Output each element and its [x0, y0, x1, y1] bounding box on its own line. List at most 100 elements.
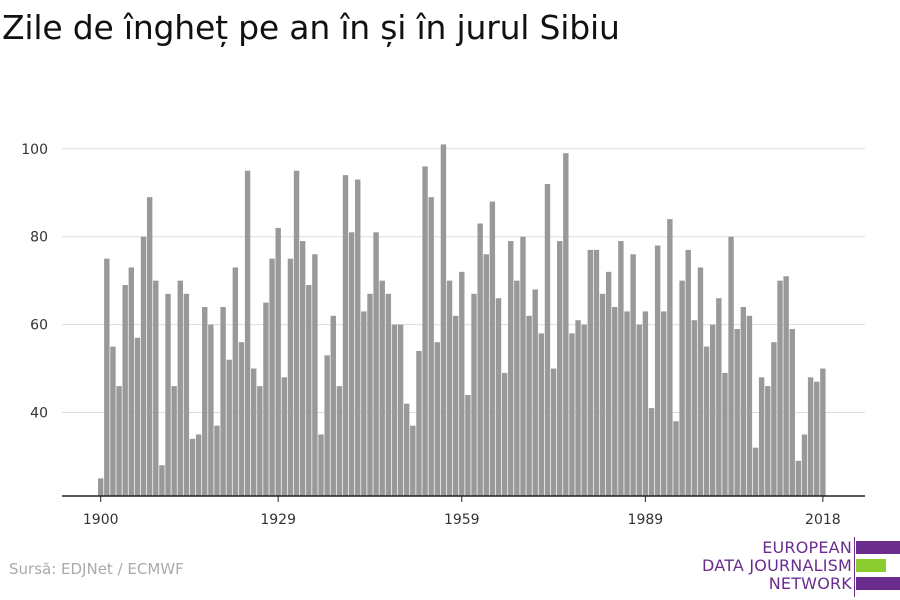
bar: [257, 386, 263, 496]
bar: [251, 368, 257, 496]
bar: [599, 293, 606, 496]
bar: [244, 170, 251, 496]
bar: [348, 232, 355, 497]
bar: [575, 320, 581, 496]
logo-bar-green: [856, 559, 886, 572]
bar: [820, 368, 826, 496]
bar: [661, 311, 667, 496]
bar: [544, 183, 551, 496]
bar: [177, 280, 183, 496]
bar: [495, 298, 502, 496]
bar: [287, 258, 294, 496]
bar: [532, 289, 538, 496]
bar: [238, 342, 245, 496]
bar: [526, 315, 532, 496]
bar: [679, 280, 685, 496]
bar: [269, 258, 275, 496]
logo-divider: [854, 537, 855, 597]
bar: [208, 324, 214, 496]
bar: [171, 386, 177, 496]
bar: [165, 293, 171, 496]
bar: [195, 434, 202, 496]
logo-text-line3: NETWORK: [768, 574, 852, 593]
bar: [783, 276, 789, 496]
bar: [202, 307, 208, 496]
bar: [612, 307, 618, 496]
bar: [550, 368, 557, 496]
bar: [605, 271, 612, 496]
bar: [771, 342, 777, 496]
bar: [183, 293, 190, 496]
bar: [397, 324, 404, 496]
bar: [367, 293, 373, 496]
bar: [734, 328, 740, 496]
bar: [446, 280, 453, 496]
bar: [312, 254, 318, 496]
bar: [385, 293, 392, 496]
bar: [740, 307, 746, 496]
bar: [263, 302, 269, 496]
bar: [306, 285, 312, 496]
bar: [722, 372, 728, 496]
bar: [361, 311, 367, 496]
bar: [379, 280, 385, 496]
y-tick-label: 60: [30, 318, 48, 334]
logo-text-line2: DATA JOURNALISM: [702, 556, 852, 575]
bar: [471, 293, 477, 496]
bar: [275, 227, 281, 496]
bar: [728, 236, 734, 496]
bar: [483, 254, 489, 496]
y-axis-ticks: 40 60 80 100: [21, 142, 48, 422]
bar: [746, 315, 753, 496]
bar: [293, 170, 300, 496]
chart-title: Zile de îngheț pe an în și în jurul Sibi…: [2, 8, 620, 47]
bar: [593, 249, 600, 496]
bar: [391, 324, 398, 496]
bar: [636, 324, 642, 496]
bar: [685, 249, 691, 496]
bar: [422, 166, 428, 496]
bar: [116, 386, 122, 496]
bar: [624, 311, 630, 496]
bar: [777, 280, 783, 496]
bar: [697, 267, 704, 496]
x-tick-label: 1959: [444, 512, 480, 528]
bar: [324, 355, 330, 496]
bar: [122, 285, 128, 496]
x-tick-label: 1929: [260, 512, 296, 528]
bar: [134, 337, 141, 496]
edjnet-logo: EUROPEAN DATA JOURNALISM NETWORK: [700, 537, 900, 597]
bar: [404, 403, 410, 496]
bar: [189, 438, 196, 496]
bar: [355, 179, 361, 496]
bar: [128, 267, 134, 496]
x-tick-label: 1989: [628, 512, 664, 528]
bar: [514, 280, 520, 496]
bar: [648, 408, 655, 496]
bar: [789, 328, 795, 496]
y-tick-label: 40: [30, 405, 48, 421]
bar: [477, 223, 483, 496]
bar: [618, 241, 624, 496]
bar: [765, 386, 771, 496]
bar: [281, 377, 287, 496]
logo-bar-purple-top: [856, 541, 900, 554]
bar: [98, 478, 104, 496]
bar: [153, 280, 159, 496]
bar: [752, 447, 759, 496]
bar: [159, 465, 165, 496]
bar: [434, 342, 440, 496]
bar: [226, 359, 232, 496]
bar: [501, 372, 508, 496]
bar: [673, 421, 679, 496]
bar: [465, 394, 471, 496]
bar: [214, 425, 220, 496]
bar: [452, 315, 459, 496]
bar: [428, 197, 434, 496]
bar: [508, 241, 514, 496]
bar: [795, 460, 802, 496]
bar: [563, 153, 569, 496]
source-note: Sursă: EDJNet / ECMWF: [9, 560, 184, 578]
bar: [814, 381, 820, 496]
